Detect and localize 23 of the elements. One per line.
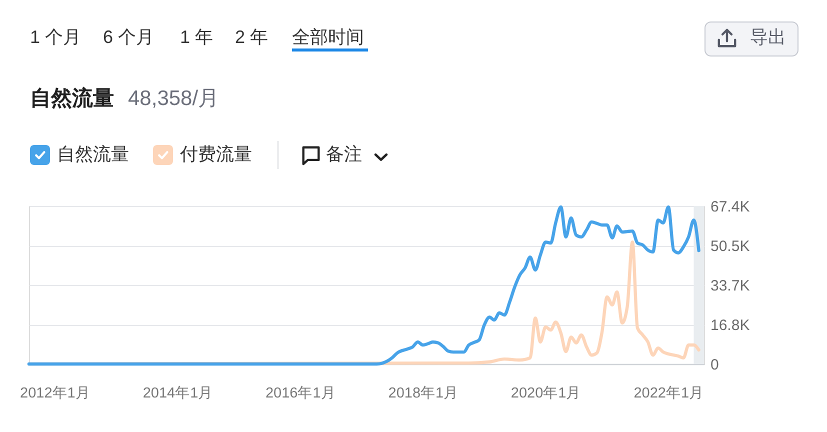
text: 导出 (750, 27, 786, 47)
x-tick-label: 2016年1月 (265, 384, 336, 402)
chart-subtitle: 48,358/月 (128, 87, 220, 110)
legend-label: 付费流量 (179, 144, 252, 164)
y-tick-label: 50.5K (710, 238, 750, 255)
x-tick-label: 2012年1月 (20, 384, 90, 402)
chart-title: 自然流量 (30, 86, 114, 110)
x-tick-label: 2020年1月 (510, 384, 582, 402)
text: 6 个月 (103, 27, 154, 47)
x-tick-label: 2022年1月 (634, 384, 704, 402)
y-tick-label: 0 (710, 356, 719, 374)
text: 2 年 (235, 27, 268, 47)
y-tick-label: 33.7K (710, 278, 750, 294)
text: 1 年 (180, 27, 214, 47)
legend-label: 自然流量 (57, 144, 129, 164)
line-series (27, 205, 700, 366)
x-tick-label: 2018年1月 (388, 384, 459, 402)
x-tick-label: 2014年1月 (142, 384, 214, 402)
y-tick-label: 16.8K (710, 317, 750, 334)
y-tick-label: 67.4K (710, 198, 750, 216)
text: 备注 (326, 144, 362, 164)
text: 全部时间 (292, 27, 364, 47)
text: 1 个月 (30, 27, 82, 47)
